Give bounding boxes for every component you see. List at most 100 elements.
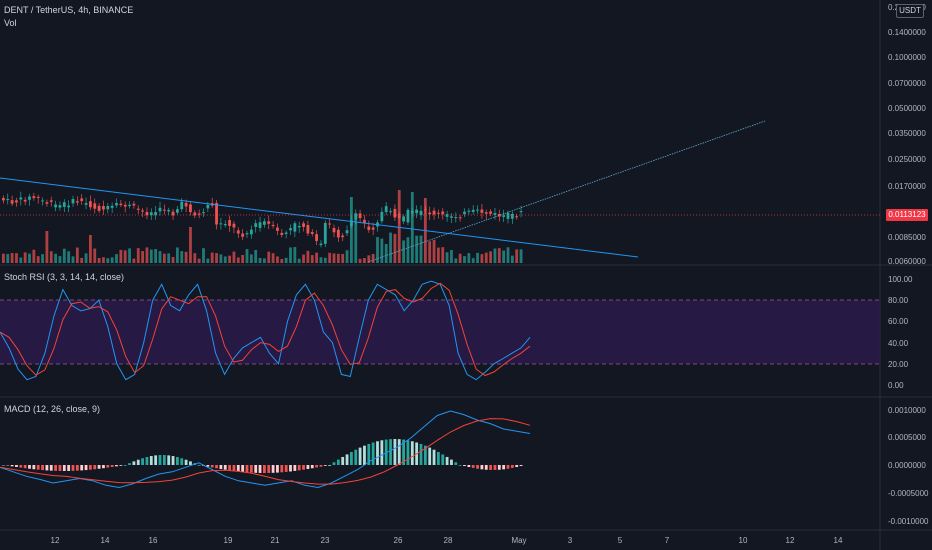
volume-legend[interactable]: Vol [4,18,17,28]
candle-body [149,212,153,216]
macd-histogram-bar [206,465,210,467]
price-axis[interactable]: 0.20000000.14000000.10000000.07000000.05… [888,3,926,266]
currency-badge[interactable]: USDT [896,4,924,18]
candle-body [141,210,144,212]
volume-bar [284,257,288,263]
volume-bar [328,252,332,263]
volume-bar [254,249,258,263]
macd-histogram-bar [484,465,488,470]
volume-bar [128,248,131,263]
volume-bar [332,253,336,263]
volume-bar [193,253,197,263]
volume-bar [358,258,362,263]
macd-axis[interactable]: 0.0010000 0.0005000 0.0000000 -0.0005000 -0.… [888,406,929,526]
volume-bar [2,253,5,263]
candle-body [171,211,175,216]
macd-histogram-bar [162,455,166,465]
volume-bar [184,251,188,263]
candle-body [441,211,445,215]
volume-bar [245,249,249,263]
macd-histogram-bar [315,465,318,468]
volume-bar [450,249,453,263]
macd-axis-label: -0.0005000 [888,489,929,498]
volume-bar [219,254,223,263]
macd-histogram-bar [471,465,475,468]
candle-body [62,202,66,207]
macd-histogram-bar [280,465,284,473]
candle-body [219,223,223,225]
macd-histogram-bar [476,465,479,469]
volume-bar [506,247,510,263]
volume-bar [141,251,144,263]
candle-body [476,209,479,211]
time-axis[interactable]: 12 14 16 19 21 23 26 28 May 3 5 7 10 12 14 [51,536,843,545]
volume-bar [315,252,318,263]
price-axis-label: 0.0350000 [888,129,926,138]
volume-bar [32,249,36,263]
volume-bar [58,256,62,263]
signal-line [0,418,531,485]
macd-histogram-bar [132,461,136,465]
volume-bar [428,241,432,263]
volume-bar [471,258,475,263]
candle-body [84,203,88,205]
candle-body [41,200,44,202]
volume-bar [67,251,71,263]
macd-axis-label: 0.0000000 [888,461,926,470]
volume-bar [293,247,297,263]
macd-histogram-bar [54,465,57,471]
ascending-trend-line[interactable] [367,120,766,263]
macd-histogram-bar [467,465,471,468]
volume-bar [519,249,523,263]
candle-body [371,227,375,230]
candle-body [158,207,162,212]
macd-histogram-bar [119,465,123,466]
candle-body [80,198,84,202]
stoch-k-line [0,280,531,381]
volume-bar [484,252,488,263]
macd-histogram-bar [80,465,84,471]
macd-histogram-bar [176,457,179,465]
candle-body [223,224,227,226]
volume-bar [502,250,506,263]
candle-body [402,216,405,222]
stoch-lines [0,280,531,381]
candle-body [319,243,323,246]
time-axis-label: May [511,536,526,545]
volume-bar [6,254,10,263]
symbol-legend[interactable]: DENT / TetherUS, 4h, BINANCE [4,5,134,15]
volume-bar [350,197,353,263]
volume-bar [493,248,497,263]
candle-body [350,220,353,227]
descending-trend-line[interactable] [0,177,639,258]
stoch-axis[interactable]: 100.00 80.00 60.00 40.00 20.00 0.00 [888,275,913,390]
macd-legend[interactable]: MACD (12, 26, close, 9) [4,404,101,414]
volume-bar [97,258,101,263]
volume-bar [510,255,514,263]
macd-histogram-bar [502,465,506,470]
macd-histogram-bar [445,456,449,465]
candle-body [345,230,349,234]
candle-body [463,211,466,215]
candle-body [493,213,497,215]
volume-bar [132,258,136,263]
candle-body [189,204,192,213]
macd-histogram-bar [336,459,340,465]
volume-bar [223,256,227,263]
macd-histogram-bar [189,461,192,465]
macd-line [0,410,531,489]
time-axis-label: 12 [786,536,795,545]
volume-bar [445,252,449,263]
macd-histogram-bar [519,465,523,467]
candle-body [515,216,519,218]
volume-bar [115,254,118,263]
volume-bar [84,253,88,263]
macd-histogram-bar [319,465,323,467]
stoch-legend[interactable]: Stoch RSI (3, 3, 14, 14, close) [4,272,125,282]
candle-body [254,223,258,227]
candle-body [206,204,210,209]
candle-body [236,230,240,234]
macd-histogram-bar [393,439,397,465]
volume-bar [476,252,479,263]
